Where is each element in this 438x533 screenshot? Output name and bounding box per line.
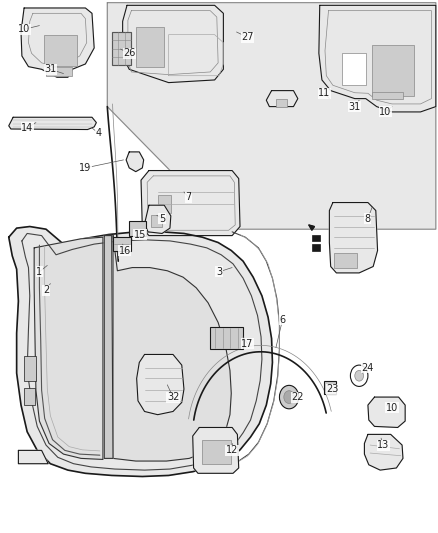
Polygon shape bbox=[18, 450, 48, 464]
Text: 24: 24 bbox=[362, 363, 374, 373]
Polygon shape bbox=[309, 225, 314, 230]
Text: 6: 6 bbox=[279, 315, 286, 325]
Polygon shape bbox=[113, 236, 231, 461]
Polygon shape bbox=[364, 434, 403, 470]
Text: 31: 31 bbox=[44, 64, 57, 74]
Bar bbox=[276, 99, 287, 107]
Text: 14: 14 bbox=[21, 123, 33, 133]
Polygon shape bbox=[329, 203, 378, 273]
Polygon shape bbox=[107, 3, 436, 229]
Polygon shape bbox=[193, 427, 239, 473]
Text: 1: 1 bbox=[36, 267, 42, 277]
Bar bbox=[312, 235, 320, 241]
Bar bbox=[112, 32, 131, 65]
Circle shape bbox=[355, 370, 364, 381]
Text: 31: 31 bbox=[349, 102, 361, 111]
Text: 2: 2 bbox=[43, 286, 49, 295]
Text: 10: 10 bbox=[386, 403, 398, 413]
Polygon shape bbox=[137, 354, 184, 415]
Text: 12: 12 bbox=[226, 446, 238, 455]
Text: 8: 8 bbox=[365, 214, 371, 223]
Bar bbox=[342, 53, 366, 85]
Polygon shape bbox=[266, 91, 298, 107]
Polygon shape bbox=[104, 236, 113, 458]
Polygon shape bbox=[21, 8, 94, 77]
Polygon shape bbox=[145, 205, 171, 233]
Circle shape bbox=[279, 385, 299, 409]
Text: 32: 32 bbox=[167, 392, 179, 402]
Text: 10: 10 bbox=[379, 107, 392, 117]
Polygon shape bbox=[34, 237, 103, 459]
Text: 7: 7 bbox=[185, 192, 191, 202]
Polygon shape bbox=[319, 5, 436, 112]
Text: 13: 13 bbox=[377, 440, 389, 450]
Text: 23: 23 bbox=[327, 384, 339, 394]
Text: 4: 4 bbox=[95, 128, 102, 138]
Text: 5: 5 bbox=[159, 214, 165, 223]
Bar bbox=[372, 92, 403, 99]
Bar bbox=[129, 221, 146, 236]
Text: 16: 16 bbox=[119, 246, 131, 255]
Polygon shape bbox=[368, 397, 405, 427]
Bar bbox=[210, 327, 243, 349]
Bar bbox=[324, 381, 336, 394]
Bar bbox=[24, 388, 35, 405]
Text: 3: 3 bbox=[216, 267, 222, 277]
Bar bbox=[113, 237, 131, 251]
Circle shape bbox=[284, 391, 294, 403]
Text: 22: 22 bbox=[292, 392, 304, 402]
Polygon shape bbox=[123, 5, 223, 83]
Text: 11: 11 bbox=[318, 88, 330, 98]
Bar bbox=[334, 253, 357, 268]
Text: 19: 19 bbox=[79, 163, 92, 173]
Text: 27: 27 bbox=[241, 33, 254, 42]
Polygon shape bbox=[9, 117, 96, 130]
Polygon shape bbox=[141, 171, 240, 236]
Polygon shape bbox=[126, 152, 144, 172]
Bar bbox=[151, 215, 162, 227]
Text: 15: 15 bbox=[134, 230, 146, 239]
Circle shape bbox=[350, 365, 368, 386]
Text: 17: 17 bbox=[241, 339, 254, 349]
Bar bbox=[202, 440, 231, 464]
Bar bbox=[158, 195, 171, 213]
Bar bbox=[46, 67, 72, 76]
Bar bbox=[136, 27, 164, 67]
Polygon shape bbox=[9, 227, 272, 477]
Bar bbox=[372, 45, 414, 96]
Bar bbox=[24, 356, 36, 381]
Text: 26: 26 bbox=[123, 49, 135, 58]
Bar bbox=[44, 35, 77, 66]
Bar bbox=[312, 244, 320, 251]
Text: 10: 10 bbox=[18, 25, 30, 34]
